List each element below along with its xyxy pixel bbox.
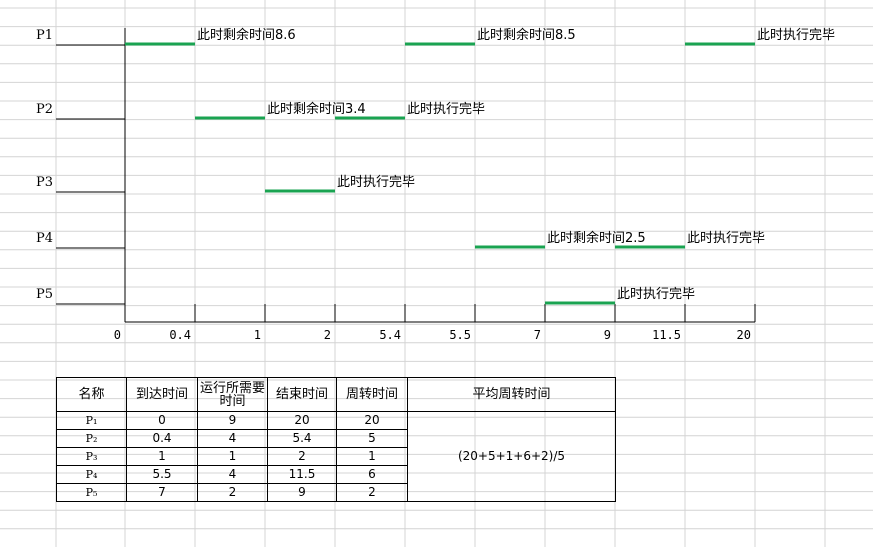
table-cell-turnaround: 6 (336, 465, 408, 484)
table-cell-name: P₁ (56, 411, 127, 430)
table-cell-arrival: 0.4 (126, 429, 198, 448)
segment-note: 此时执行完毕 (407, 102, 486, 117)
table-cell-name: P₅ (56, 483, 127, 502)
table-row: P₄ 5.5 4 11.5 6 (56, 465, 616, 484)
table-cell-name: P₄ (56, 465, 127, 484)
process-table: 名称 到达时间 运行所需要时间 结束时间 周转时间 平均周转时间 P₁ 0 9 20 2… (56, 377, 616, 502)
segment-note: 此时执行完毕 (757, 28, 836, 43)
table-cell-run: 4 (197, 429, 268, 448)
timeline-tick-label: 7 (533, 328, 541, 342)
table-cell-name: P₂ (56, 429, 127, 448)
table-cell-run: 4 (197, 465, 268, 484)
table-row: P₁ 0 9 20 20 (20+5+1+6+2)/5 (56, 411, 616, 502)
table-cell-run: 1 (197, 447, 268, 466)
timeline-tick-label: 9 (603, 328, 611, 342)
header-turnaround: 周转时间 (336, 377, 408, 412)
header-run-time: 运行所需要时间 (197, 377, 268, 412)
segment-note: 此时执行完毕 (687, 231, 766, 246)
segment-note: 此时剩余时间3.4 (267, 102, 366, 117)
table-cell-end: 9 (267, 483, 337, 502)
timeline-tick-label: 5.4 (379, 328, 401, 342)
table-cell-name: P₃ (56, 447, 127, 466)
table-cell-end: 5.4 (267, 429, 337, 448)
table-cell-arrival: 0 (126, 411, 198, 430)
header-name: 名称 (56, 377, 127, 412)
table-cell-end: 20 (267, 411, 337, 430)
timeline-tick-label: 0 (113, 328, 121, 342)
process-label-1: P1 (36, 28, 54, 43)
table-cell-turnaround: 5 (336, 429, 408, 448)
timeline-tick-label: 2 (323, 328, 331, 342)
header-average: 平均周转时间 (407, 377, 616, 412)
timeline-tick-label: 0.4 (169, 328, 191, 342)
table-cell-arrival: 1 (126, 447, 198, 466)
process-label-3: P3 (36, 175, 54, 190)
table-header-row: 名称 到达时间 运行所需要时间 结束时间 周转时间 平均周转时间 (56, 377, 616, 412)
segment-note: 此时剩余时间8.6 (197, 28, 296, 43)
header-end-time: 结束时间 (267, 377, 337, 412)
timeline-tick-label: 5.5 (449, 328, 471, 342)
process-label-5: P5 (36, 287, 54, 302)
timeline-tick-label: 20 (736, 328, 751, 342)
table-cell-run: 9 (197, 411, 268, 430)
table-cell-turnaround: 20 (336, 411, 408, 430)
timeline-tick-label: 1 (253, 328, 261, 342)
table-cell-arrival: 5.5 (126, 465, 198, 484)
table-row: P₃ 1 1 2 1 (56, 447, 616, 466)
segment-note: 此时剩余时间8.5 (477, 28, 576, 43)
table-cell-run: 2 (197, 483, 268, 502)
timeline-tick-label: 11.5 (652, 328, 681, 342)
table-row: P₂ 0.4 4 5.4 5 (56, 429, 616, 448)
table-cell-end: 2 (267, 447, 337, 466)
segment-note: 此时剩余时间2.5 (547, 231, 646, 246)
average-turnaround-formula: (20+5+1+6+2)/5 (407, 411, 616, 502)
segment-note: 此时执行完毕 (337, 175, 416, 190)
process-label-2: P2 (36, 102, 54, 117)
segment-note: 此时执行完毕 (617, 287, 696, 302)
process-label-4: P4 (36, 231, 54, 246)
table-cell-arrival: 7 (126, 483, 198, 502)
table-cell-turnaround: 2 (336, 483, 408, 502)
table-cell-turnaround: 1 (336, 447, 408, 466)
table-cell-end: 11.5 (267, 465, 337, 484)
header-arrival: 到达时间 (126, 377, 198, 412)
table-row: P₅ 7 2 9 2 (56, 483, 616, 502)
